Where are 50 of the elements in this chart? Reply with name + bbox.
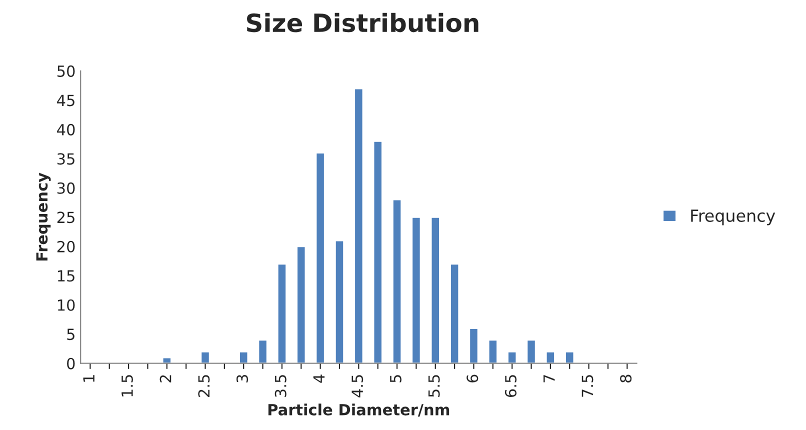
x-tick-label: 2 (160, 375, 172, 382)
bar (296, 246, 306, 364)
bar (334, 240, 345, 364)
x-tick-label: 3.5 (274, 375, 286, 397)
x-tick-label: 5.5 (428, 375, 440, 397)
y-tick-label: 25 (57, 212, 74, 224)
bar (526, 339, 536, 364)
y-tick-label: 15 (58, 270, 74, 282)
x-tick-label: 1 (83, 375, 94, 382)
x-tick-label: 2.5 (198, 375, 210, 397)
bar (411, 216, 422, 364)
y-tick-label: 30 (57, 182, 75, 194)
y-tick-label: 20 (57, 240, 75, 252)
y-axis-title: Frequency (36, 172, 51, 260)
x-tick-label: 4 (313, 374, 325, 383)
bar (468, 328, 479, 364)
bar (354, 88, 364, 364)
y-tick-label: 10 (58, 299, 75, 311)
x-tick-label: 6.5 (504, 375, 517, 397)
y-tick-label: 5 (67, 328, 74, 340)
bar (488, 339, 498, 364)
bar (507, 350, 518, 364)
bar (258, 339, 268, 364)
y-tick-label: 0 (67, 358, 75, 370)
bar (430, 216, 440, 364)
bar (238, 350, 249, 364)
chart-title: Size Distribution (246, 12, 478, 32)
bar (276, 263, 287, 364)
bar (162, 356, 172, 364)
x-tick-label: 5 (390, 375, 402, 382)
x-tick-label: 4.5 (352, 375, 364, 398)
bar (200, 350, 210, 364)
bar (545, 350, 556, 364)
bar (564, 350, 575, 364)
bar (315, 152, 326, 364)
bar (392, 198, 402, 364)
y-tick-label: 50 (57, 65, 75, 77)
x-tick-label: 7 (544, 375, 555, 382)
y-tick-label: 45 (57, 94, 74, 106)
legend-label: Frequency (691, 210, 776, 226)
x-tick-label: 1.5 (122, 375, 133, 396)
y-tick-label: 40 (57, 124, 75, 136)
bar (450, 263, 460, 364)
x-tick-label: 8 (620, 374, 632, 382)
x-tick-label: 3 (236, 374, 248, 382)
bar (372, 140, 383, 364)
x-tick-label: 6 (466, 374, 478, 382)
x-tick-label: 7.5 (582, 375, 594, 397)
y-tick-label: 35 (57, 153, 74, 165)
x-axis-title: Particle Diameter/nm (268, 404, 450, 417)
